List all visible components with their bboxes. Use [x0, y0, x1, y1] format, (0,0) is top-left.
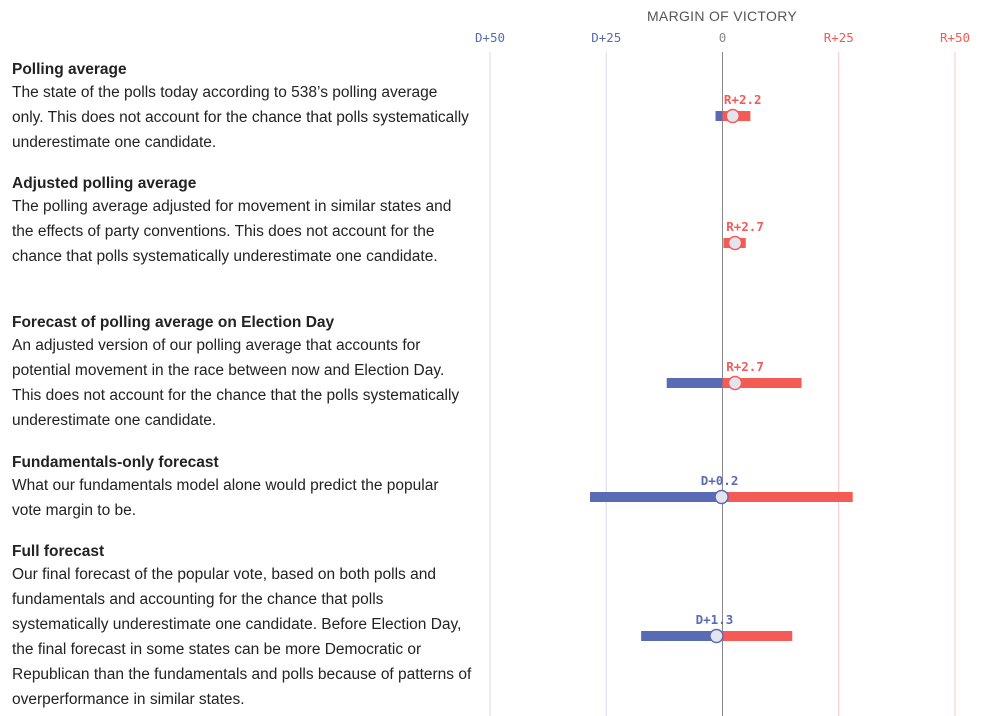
point-marker [725, 108, 740, 124]
range-row: R+2.7 [666, 359, 802, 391]
dem-range-bar [715, 111, 723, 121]
tick-labels: D+50 D+25 0 R+25 R+50 [475, 30, 970, 45]
tick-label: R+50 [940, 30, 970, 45]
value-label: D+1.3 [696, 612, 734, 627]
row-description: Our final forecast of the popular vote, … [12, 566, 472, 708]
range-bars: R+2.2 R+2.7 R+2.7 D+0.2 D+1.3 [589, 92, 853, 644]
row-title: Full forecast [12, 543, 105, 560]
row-title: Fundamentals-only forecast [12, 454, 219, 471]
row-polling-average: Polling average The state of the polls t… [12, 60, 472, 155]
value-label: R+2.7 [726, 359, 764, 374]
chart-title: MARGIN OF VICTORY [647, 8, 797, 24]
range-row: R+2.7 [723, 219, 764, 251]
tick-label: D+50 [475, 30, 505, 45]
point-marker [727, 375, 743, 391]
row-description: What our fundamentals model alone would … [12, 477, 439, 519]
row-adjusted-polling-average: Adjusted polling average The polling ave… [12, 174, 472, 269]
tick-label: 0 [719, 30, 727, 45]
dem-range-bar [589, 492, 723, 502]
row-title: Forecast of polling average on Election … [12, 314, 335, 331]
tick-label: R+25 [824, 30, 854, 45]
point-marker [727, 235, 743, 251]
row-title: Polling average [12, 61, 127, 78]
rep-range-bar [722, 378, 802, 388]
dem-range-bar [641, 631, 723, 641]
dem-range-bar [666, 378, 723, 388]
row-description: An adjusted version of our polling avera… [12, 337, 460, 429]
rep-range-bar [722, 631, 793, 641]
row-forecast-polling-election-day: Forecast of polling average on Election … [12, 313, 472, 433]
value-label: D+0.2 [701, 473, 739, 488]
row-title: Adjusted polling average [12, 175, 197, 192]
rep-range-bar [722, 492, 853, 502]
tick-label: D+25 [591, 30, 621, 45]
value-label: R+2.2 [724, 92, 762, 107]
point-marker [709, 628, 724, 644]
range-row: D+0.2 [589, 473, 853, 505]
row-full-forecast: Full forecast Our final forecast of the … [12, 542, 472, 712]
row-description: The state of the polls today according t… [12, 84, 469, 151]
range-row: D+1.3 [641, 612, 793, 644]
value-label: R+2.7 [726, 219, 764, 234]
row-description: The polling average adjusted for movemen… [12, 198, 452, 265]
range-row: R+2.2 [715, 92, 762, 124]
row-fundamentals-only: Fundamentals-only forecast What our fund… [12, 453, 472, 523]
point-marker [714, 489, 729, 505]
